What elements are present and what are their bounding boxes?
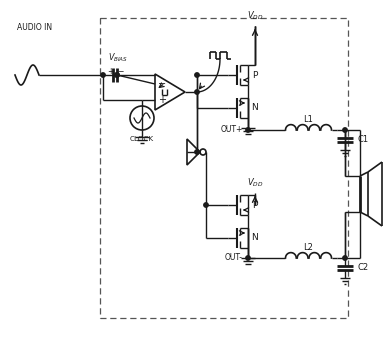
Circle shape [343,128,347,132]
Text: +: + [158,95,166,105]
Text: C2: C2 [358,263,369,273]
Circle shape [195,73,199,77]
Circle shape [115,73,119,77]
Text: AUDIO IN: AUDIO IN [17,23,53,33]
Text: −: − [117,67,123,77]
Text: C1: C1 [358,136,369,144]
Text: N: N [252,103,258,113]
Text: +: + [107,67,113,77]
Text: CLOCK: CLOCK [130,136,154,142]
Circle shape [204,203,208,207]
Text: P: P [252,200,258,210]
Circle shape [101,73,105,77]
Text: OUT+: OUT+ [221,125,243,135]
Circle shape [246,256,250,260]
Text: L2: L2 [303,243,313,253]
Text: $V_{BIAS}$: $V_{BIAS}$ [108,52,128,64]
Bar [100,18,348,318]
Circle shape [115,73,119,77]
Text: OUT-: OUT- [225,254,243,262]
Circle shape [195,90,199,94]
Text: L1: L1 [303,116,313,124]
Circle shape [195,150,199,154]
Text: P: P [252,71,258,80]
Text: $V_{DD}$: $V_{DD}$ [247,10,263,22]
Text: N: N [252,234,258,242]
Text: $V_{DD}$: $V_{DD}$ [247,177,263,189]
Circle shape [343,256,347,260]
Text: −: − [158,79,166,89]
Circle shape [246,128,250,132]
